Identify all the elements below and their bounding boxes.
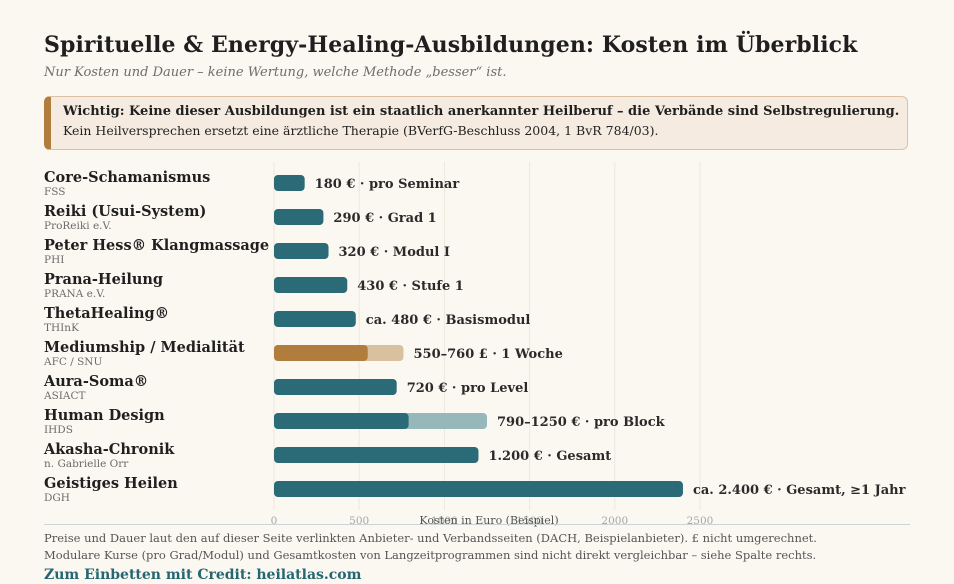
page-subtitle: Nur Kosten und Dauer – keine Wertung, we…	[44, 65, 507, 80]
bar-data-label: ca. 480 € · Basismodul	[366, 313, 531, 328]
warning-box: Wichtig: Keine dieser Ausbildungen ist e…	[44, 96, 908, 150]
x-tick-label: 2500	[687, 515, 714, 527]
bar-value	[274, 243, 329, 259]
bar-value	[274, 209, 324, 225]
category-label: Akasha-Chronik	[43, 441, 175, 458]
category-org-label: IHDS	[44, 424, 73, 436]
bar-data-label: 720 € · pro Level	[407, 381, 529, 396]
bar-data-label: 320 € · Modul I	[339, 245, 450, 260]
bar-data-label: 790–1250 € · pro Block	[497, 415, 666, 430]
bar-value	[274, 175, 305, 191]
bar-data-label: 430 € · Stufe 1	[357, 279, 464, 294]
category-label: Reiki (Usui-System)	[44, 203, 206, 220]
x-axis-title: Kosten in Euro (Beispiel)	[419, 514, 558, 527]
warning-text: Kein Heilversprechen ersetzt eine ärztli…	[63, 123, 659, 138]
page-title: Spirituelle & Energy-Healing-Ausbildunge…	[44, 32, 858, 58]
category-org-label: FSS	[44, 186, 66, 198]
category-label: Human Design	[44, 407, 165, 424]
bar-data-label: 1.200 € · Gesamt	[488, 449, 611, 464]
bar-value	[274, 277, 348, 293]
bar-value	[274, 481, 683, 497]
bar-data-label: 550–760 £ · 1 Woche	[414, 347, 563, 362]
category-org-label: PHI	[44, 254, 64, 266]
category-label: ThetaHealing®	[44, 305, 169, 322]
bar-value	[274, 447, 479, 463]
x-tick-label: 2000	[601, 515, 628, 527]
bar-data-label: 290 € · Grad 1	[333, 211, 436, 226]
bar-data-label: 180 € · pro Seminar	[315, 177, 460, 192]
category-org-label: n. Gabrielle Orr	[44, 458, 129, 470]
category-label: Geistiges Heilen	[44, 475, 178, 492]
category-org-label: DGH	[44, 492, 70, 504]
category-label: Aura-Soma®	[43, 373, 148, 390]
footer-note-comparability: Modulare Kurse (pro Grad/Modul) und Gesa…	[44, 548, 817, 562]
footer-divider	[44, 524, 910, 525]
footer-note-sources: Preise und Dauer laut den auf dieser Sei…	[44, 531, 817, 545]
bar-data-label: ca. 2.400 € · Gesamt, ≥1 Jahr	[693, 483, 906, 498]
category-org-label: AFC / SNU	[43, 356, 102, 368]
x-tick-label: 500	[349, 515, 369, 527]
category-org-label: ASIACT	[43, 390, 86, 402]
x-tick-label: 0	[271, 515, 278, 527]
embed-credit-link[interactable]: Zum Einbetten mit Credit: heilatlas.com	[44, 567, 362, 583]
category-org-label: PRANA e.V.	[44, 288, 105, 300]
warning-headline: Wichtig: Keine dieser Ausbildungen ist e…	[63, 104, 900, 119]
category-label: Prana-Heilung	[44, 271, 163, 288]
category-label: Peter Hess® Klangmassage	[44, 237, 269, 254]
category-label: Core-Schamanismus	[44, 169, 210, 186]
bar-value	[274, 345, 368, 361]
category-org-label: ProReiki e.V.	[44, 220, 112, 232]
bar-value	[274, 311, 356, 327]
category-org-label: THInK	[44, 322, 79, 334]
category-label: Mediumship / Medialität	[44, 339, 245, 356]
bar-value	[274, 413, 409, 429]
bar-value	[274, 379, 397, 395]
